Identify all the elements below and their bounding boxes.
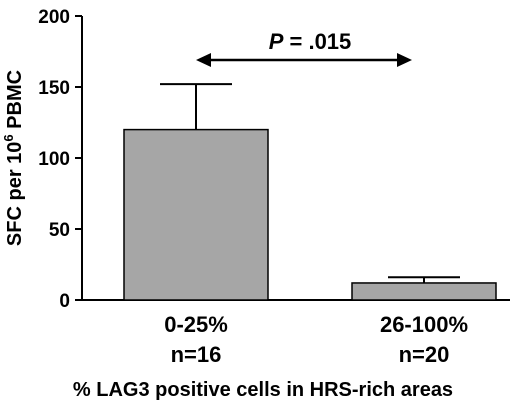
y-tick-label: 150	[38, 78, 70, 99]
comparison-arrow-left-head	[196, 53, 211, 67]
x-category-count-label: n=16	[171, 342, 222, 367]
x-category-label: 26-100%	[380, 312, 468, 337]
y-tick-label: 50	[49, 220, 70, 241]
x-axis-title: % LAG3 positive cells in HRS-rich areas	[73, 379, 453, 401]
x-category-label: 0-25%	[164, 312, 228, 337]
bar	[123, 128, 269, 301]
y-tick-label: 100	[38, 149, 70, 170]
y-tick-label: 0	[59, 291, 70, 312]
x-category-count-label: n=20	[399, 342, 450, 367]
p-value-label: P = .015	[269, 29, 352, 54]
plot-area: 0 50 100 150 200 0-25% n=16 26-100% n=20	[38, 7, 510, 367]
y-axis-title: SFC per 106 PBMC	[1, 70, 26, 246]
y-tick-label: 200	[38, 7, 70, 28]
bar	[351, 282, 497, 301]
comparison-arrow-right-head	[397, 53, 412, 67]
significance-annotation: P = .015	[196, 29, 412, 67]
